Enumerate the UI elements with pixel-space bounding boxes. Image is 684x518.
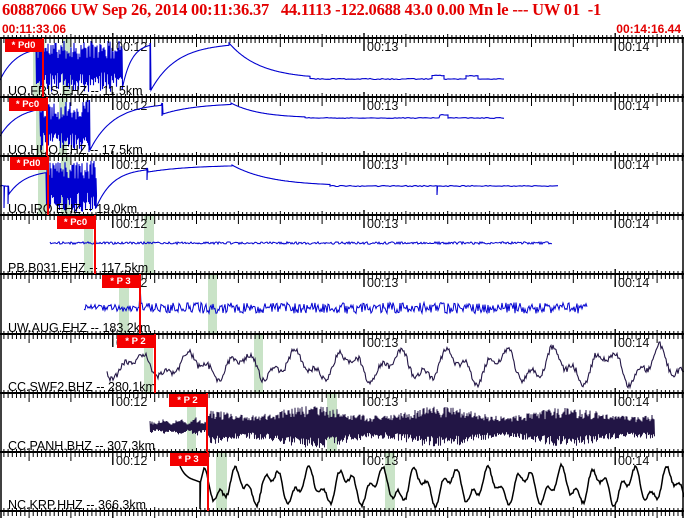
phase-pick-line[interactable]	[42, 38, 44, 97]
phase-pick-line[interactable]	[139, 274, 141, 334]
phase-pick-line[interactable]	[207, 452, 209, 511]
station-channel-label: UO.HUO.EHZ -- 17.5km	[8, 143, 143, 157]
phase-pick-flag[interactable]: * Pd0	[10, 157, 47, 170]
trace-row[interactable]: 00:12 00:13 00:14 PB.B031.EHZ -- 117.5km * P…	[0, 215, 684, 275]
station-channel-label: UO.IRO.EHZ -- 19.0km	[8, 202, 138, 216]
event-header-title: 60887066 UW Sep 26, 2014 00:11:36.37 44.…	[2, 0, 602, 19]
trace-row[interactable]: 00:12 00:13 00:14 UO.FRIS.EHZ -- 11.5km * Pd…	[0, 38, 684, 98]
phase-pick-line[interactable]	[154, 334, 156, 393]
phase-pick-line[interactable]	[206, 393, 208, 452]
window-end-time: 00:14:16.44	[616, 22, 681, 36]
station-channel-label: UW.AUG.EHZ -- 183.2km	[8, 321, 151, 335]
phase-pick-flag[interactable]: * P 2	[169, 394, 206, 407]
phase-pick-flag[interactable]: * P 2	[117, 335, 154, 348]
trace-row[interactable]: 00:12 00:13 00:14 UO.IRO.EHZ -- 19.0km * Pd0	[0, 156, 684, 216]
station-channel-label: CC.PANH.BHZ -- 307.3km	[8, 439, 156, 453]
phase-pick-flag[interactable]: * Pc0	[57, 216, 94, 229]
phase-pick-flag[interactable]: * Pd0	[5, 39, 42, 52]
station-channel-label: PB.B031.EHZ -- 117.5km	[8, 261, 149, 275]
trace-row[interactable]: 00:12 00:13 00:14 UO.HUO.EHZ -- 17.5km * Pc0	[0, 97, 684, 157]
station-channel-label: NC.KRP.HHZ -- 366.3km	[8, 498, 146, 512]
phase-pick-line[interactable]	[94, 215, 96, 274]
phase-pick-flag[interactable]: * Pc0	[9, 98, 46, 111]
station-channel-label: CC.SWF2.BHZ -- 280.1km	[8, 380, 156, 394]
window-start-time: 00:11:33.06	[2, 22, 67, 36]
station-channel-label: UO.FRIS.EHZ -- 11.5km	[8, 84, 143, 98]
trace-row[interactable]: 00:12 00:13 00:14 NC.KRP.HHZ -- 366.3km * P …	[0, 452, 684, 512]
phase-pick-line[interactable]	[46, 97, 48, 156]
trace-row[interactable]: 00:12 00:13 00:14 CC.PANH.BHZ -- 307.3km * P…	[0, 393, 684, 453]
phase-pick-flag[interactable]: * P 3	[170, 453, 207, 466]
phase-pick-flag[interactable]: * P 3	[102, 275, 139, 288]
phase-pick-line[interactable]	[47, 156, 49, 215]
